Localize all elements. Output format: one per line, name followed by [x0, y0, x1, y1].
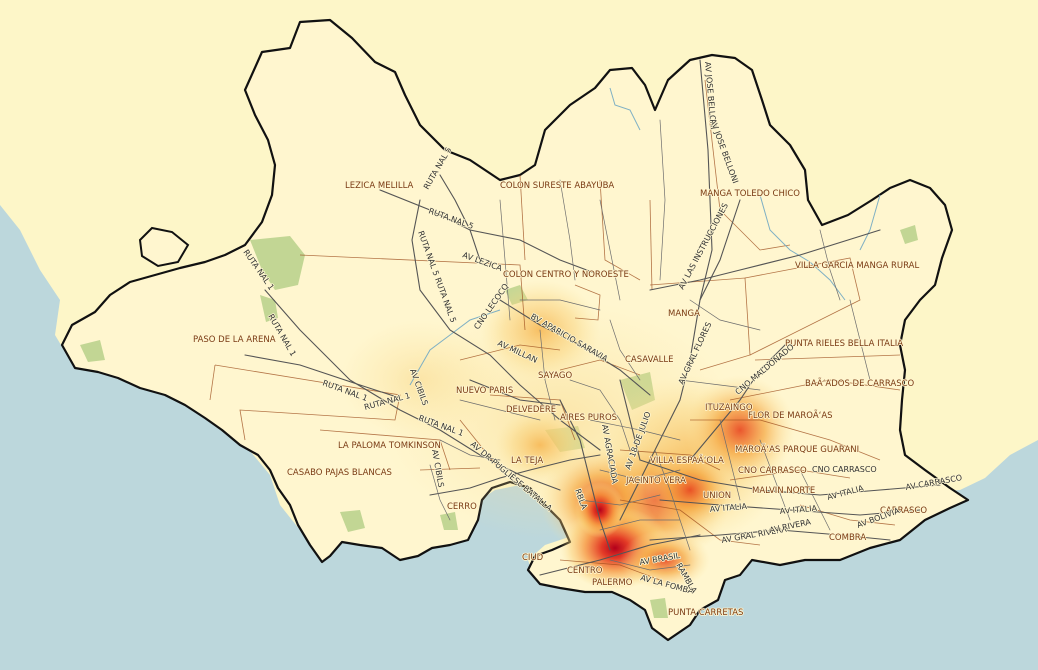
- place-label: CERRO: [447, 502, 477, 512]
- place-label: MANGA TOLEDO CHICO: [700, 189, 800, 199]
- place-label: MANGA: [668, 309, 700, 319]
- place-label: UNION: [703, 491, 731, 501]
- place-label: LEZICA MELILLA: [345, 181, 414, 191]
- place-label: VILLA GARCIA MANGA RURAL: [795, 261, 919, 271]
- place-label: CASABO PAJAS BLANCAS: [287, 468, 392, 478]
- place-label: PALERMO: [592, 578, 633, 588]
- place-label: PASO DE LA ARENA: [193, 335, 276, 345]
- place-label: PUNTA CARRETAS: [668, 608, 743, 618]
- road-label: CNO CARRASCO: [812, 465, 877, 474]
- place-label: VILLA ESPAÃ‘OLA: [650, 455, 724, 466]
- place-label: MALVIN NORTE: [752, 486, 815, 496]
- place-label: PUNTA RIELES BELLA ITALIA: [785, 339, 903, 349]
- place-label: NUEVO PARIS: [456, 386, 513, 396]
- place-label: MAROÃ‘AS PARQUE GUARANI: [735, 444, 859, 455]
- place-label: ITUZAINGO: [705, 403, 753, 413]
- place-label: AIRES PUROS: [560, 413, 617, 423]
- place-label: CASAVALLE: [625, 355, 674, 365]
- place-label: LA PALOMA TOMKINSON: [338, 441, 441, 451]
- place-label: COLON SURESTE ABAYUBA: [500, 181, 614, 191]
- place-label: DELVEDERE: [506, 405, 556, 415]
- place-label: COMBRA: [829, 533, 866, 543]
- place-label: FLOR DE MAROÃ‘AS: [748, 410, 833, 421]
- place-label: JACINTO VERA: [625, 476, 686, 486]
- place-label: COLON CENTRO Y NOROESTE: [503, 270, 629, 280]
- place-label: CNO CARRASCO: [738, 466, 807, 476]
- place-label: SAYAGO: [538, 371, 572, 381]
- place-label: CIUD: [522, 553, 544, 563]
- place-label: BAÃ‘ADOS DE CARRASCO: [805, 378, 915, 389]
- place-label: LA TEJA: [511, 456, 543, 466]
- place-label: CENTRO: [567, 566, 603, 576]
